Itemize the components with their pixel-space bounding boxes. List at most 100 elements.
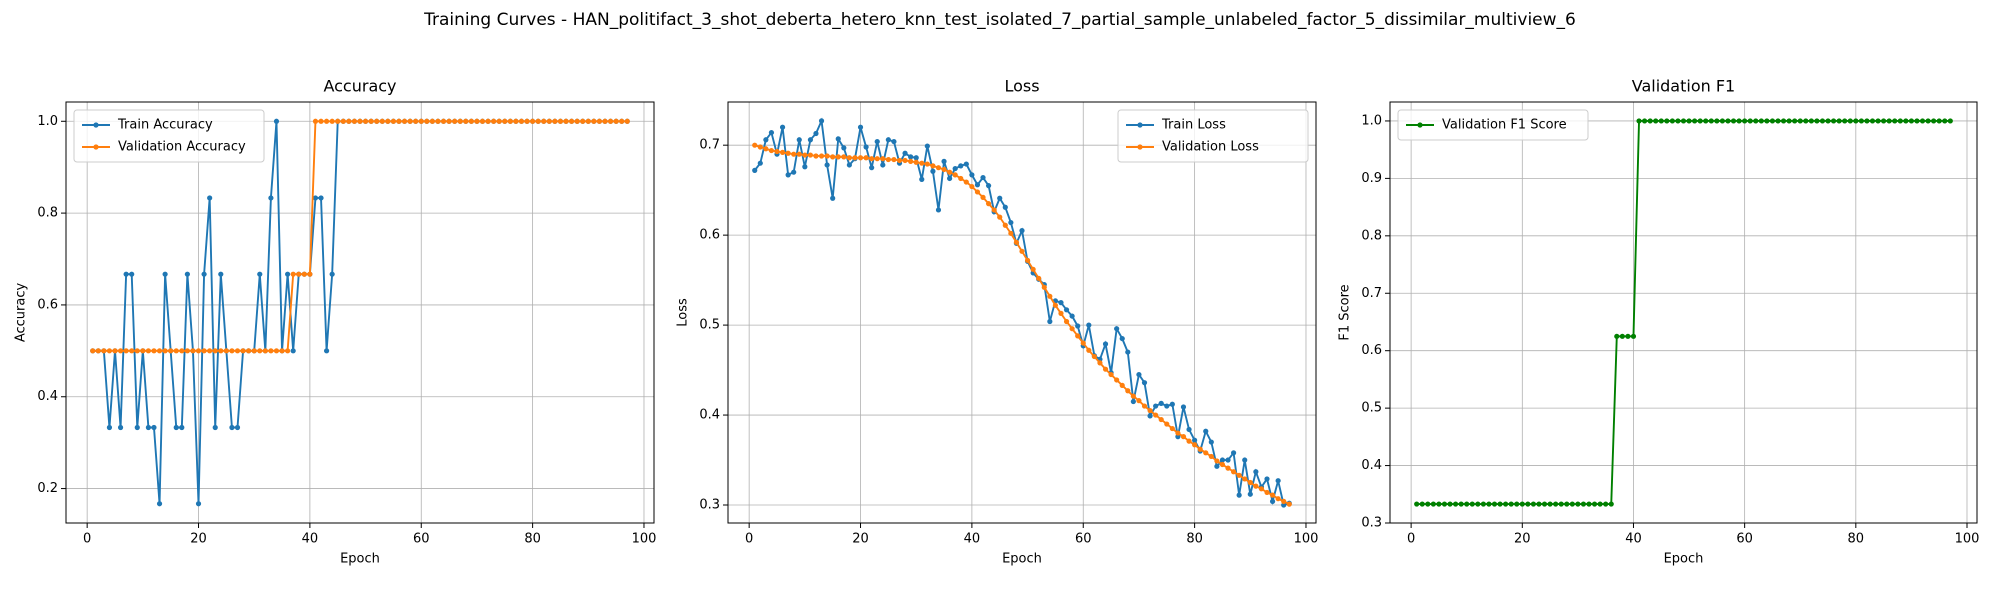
y-tick-label: 0.4 <box>699 408 720 423</box>
point <box>1002 222 1008 228</box>
y-tick-label: 0.8 <box>1361 228 1382 243</box>
point <box>1125 349 1131 355</box>
point <box>229 424 235 431</box>
point <box>1247 491 1253 497</box>
point <box>1936 118 1942 124</box>
point <box>190 348 196 354</box>
point <box>802 152 808 158</box>
point <box>1908 118 1915 124</box>
point <box>106 348 113 354</box>
point <box>307 271 313 277</box>
point <box>969 183 975 190</box>
point <box>151 424 157 431</box>
point <box>1742 118 1748 124</box>
point <box>807 137 814 143</box>
point <box>1491 501 1498 507</box>
legend: Validation F1 Score <box>1397 109 1589 141</box>
y-tick-label: 0.6 <box>699 228 720 243</box>
point <box>129 348 135 354</box>
point <box>145 424 152 431</box>
legend-label: Validation F1 Score <box>1442 118 1567 133</box>
point <box>212 348 218 354</box>
x-tick-label: 40 <box>964 532 981 547</box>
point <box>1069 313 1075 319</box>
point <box>1192 442 1198 448</box>
point <box>485 118 491 124</box>
point <box>134 424 140 431</box>
point <box>591 118 597 124</box>
y-tick-label: 0.7 <box>1361 286 1382 301</box>
point <box>201 271 207 277</box>
point <box>1486 501 1492 507</box>
point <box>1947 118 1953 124</box>
point <box>1102 366 1109 372</box>
x-tick-label: 20 <box>190 532 207 547</box>
point <box>273 348 280 354</box>
point <box>1869 118 1876 124</box>
point <box>824 153 830 159</box>
y-tick-label: 0.5 <box>699 318 720 333</box>
point <box>958 175 964 182</box>
point <box>1242 476 1248 482</box>
point <box>1080 340 1086 346</box>
point <box>763 137 769 143</box>
x-tick-label: 0 <box>745 532 753 547</box>
point <box>1052 302 1059 308</box>
point <box>273 118 280 124</box>
point <box>1158 400 1164 406</box>
subplot: Validation F1 0 20 40 60 80 100 0.3 0.4 0.5 0.6 0.7… <box>1338 77 1980 567</box>
legend-marker <box>1417 122 1423 128</box>
y-tick-label: 0.3 <box>1361 516 1382 531</box>
point <box>791 151 797 157</box>
point <box>1942 118 1948 124</box>
point <box>479 118 486 124</box>
point <box>1553 501 1559 507</box>
point <box>1747 118 1753 124</box>
point <box>580 118 586 124</box>
point <box>1058 310 1064 316</box>
point <box>913 155 919 161</box>
point <box>974 182 981 188</box>
point <box>1119 382 1125 388</box>
y-tick-label: 0.6 <box>37 297 58 312</box>
point <box>546 118 552 124</box>
point <box>1919 118 1926 124</box>
point <box>1419 501 1425 507</box>
point <box>1264 476 1270 482</box>
point <box>1730 118 1737 124</box>
point <box>1447 501 1453 507</box>
point <box>757 144 763 150</box>
point <box>807 152 814 158</box>
point <box>396 118 402 124</box>
point <box>1036 275 1042 281</box>
point <box>1814 118 1820 124</box>
point <box>1013 239 1020 245</box>
point <box>1547 501 1553 507</box>
y-tick-label: 0.5 <box>1361 401 1382 416</box>
point <box>768 129 775 136</box>
point <box>607 118 614 124</box>
point <box>1536 501 1542 507</box>
point <box>908 154 914 160</box>
point <box>1931 118 1937 124</box>
point <box>123 271 129 277</box>
point <box>1458 501 1464 507</box>
point <box>1892 118 1898 124</box>
point <box>145 348 152 354</box>
point <box>1414 501 1420 507</box>
x-tick-label: 60 <box>413 532 430 547</box>
axes-frame <box>65 101 655 524</box>
point <box>1792 118 1798 124</box>
subplot-title: Loss <box>1004 77 1039 96</box>
point <box>585 118 591 124</box>
point <box>813 130 819 137</box>
point <box>223 348 229 354</box>
point <box>891 156 897 163</box>
point <box>791 169 797 175</box>
x-tick-label: 40 <box>1625 532 1642 547</box>
point <box>1169 425 1175 432</box>
point <box>1514 501 1520 507</box>
legend-box <box>1117 109 1309 163</box>
point <box>357 118 363 124</box>
point <box>329 271 335 277</box>
